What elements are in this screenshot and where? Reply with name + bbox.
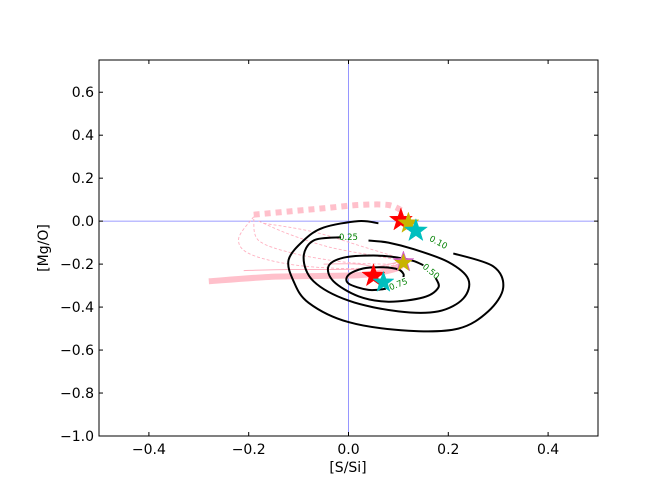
star-marker-4	[394, 253, 413, 271]
x-tick-label-4: 0.4	[537, 442, 559, 458]
reference-lines	[99, 60, 598, 436]
contour-label-2: 0.50	[420, 262, 441, 282]
y-axis-label: [Mg/O]	[36, 224, 52, 272]
x-tick-label-1: −0.2	[232, 442, 266, 458]
y-tick-label-7: 0.4	[72, 128, 94, 144]
y-tick-label-8: 0.6	[72, 85, 94, 101]
x-tick-label-2: 0.0	[337, 442, 359, 458]
star-marker-2	[403, 218, 429, 242]
y-tick-label-2: −0.6	[60, 343, 94, 359]
contour-line-3	[345, 266, 405, 292]
y-axis-ticks: −1.0 −0.8 −0.6 −0.4 −0.2 0.0 0.2 0.4 0.6	[60, 85, 598, 445]
y-tick-label-4: −0.2	[60, 257, 94, 273]
x-tick-label-3: 0.2	[437, 442, 459, 458]
y-tick-label-5: 0.0	[72, 214, 94, 230]
star-marker-5	[361, 263, 386, 287]
x-tick-label-0: −0.4	[132, 442, 166, 458]
x-axis-label: [S/Si]	[329, 460, 366, 476]
x-axis-ticks: −0.4 −0.2 0.0 0.2 0.4	[132, 60, 559, 458]
model-track-0	[253, 201, 405, 218]
model-track-5	[263, 222, 399, 259]
contour-line-2	[326, 254, 440, 303]
contour-label-1: 0.25	[339, 233, 358, 243]
density-contours: 0.100.250.500.75	[287, 219, 505, 333]
model-track-3	[253, 218, 399, 265]
y-tick-label-1: −0.8	[60, 386, 94, 402]
contour-label-0: 0.10	[427, 234, 448, 252]
y-tick-label-0: −1.0	[60, 429, 94, 445]
contour-line-0	[287, 219, 505, 333]
contour-line-1	[302, 236, 471, 314]
star-markers	[361, 207, 429, 292]
model-track-4	[258, 220, 399, 261]
y-tick-label-3: −0.4	[60, 300, 94, 316]
star-marker-6	[372, 270, 395, 292]
y-tick-label-6: 0.2	[72, 171, 94, 187]
